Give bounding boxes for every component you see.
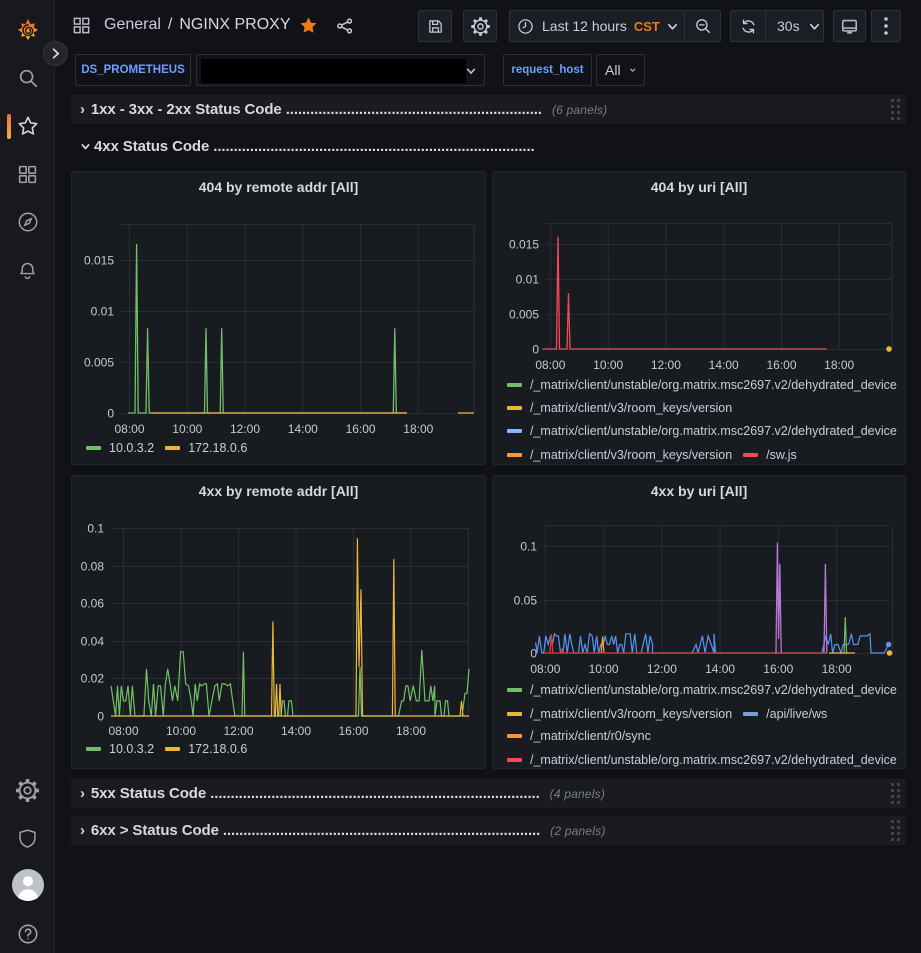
svg-text:10:00: 10:00 — [593, 358, 623, 372]
svg-text:0.04: 0.04 — [81, 635, 105, 649]
svg-text:0.1: 0.1 — [87, 522, 104, 536]
svg-text:0.015: 0.015 — [84, 254, 114, 268]
svg-text:14:00: 14:00 — [709, 358, 739, 372]
svg-text:12:00: 12:00 — [647, 662, 677, 676]
svg-text:14:00: 14:00 — [281, 724, 311, 738]
svg-text:14:00: 14:00 — [288, 422, 318, 436]
svg-text:0: 0 — [97, 710, 104, 724]
svg-text:16:00: 16:00 — [346, 422, 376, 436]
svg-text:0.02: 0.02 — [81, 672, 105, 686]
svg-text:18:00: 18:00 — [396, 724, 426, 738]
svg-text:0.05: 0.05 — [514, 594, 538, 608]
svg-text:18:00: 18:00 — [824, 358, 854, 372]
svg-text:12:00: 12:00 — [230, 422, 260, 436]
svg-text:0.08: 0.08 — [81, 560, 105, 574]
svg-text:18:00: 18:00 — [403, 422, 433, 436]
svg-text:16:00: 16:00 — [338, 724, 368, 738]
svg-text:16:00: 16:00 — [763, 662, 793, 676]
svg-text:08:00: 08:00 — [114, 422, 144, 436]
svg-text:0.015: 0.015 — [509, 238, 539, 252]
svg-text:0.1: 0.1 — [520, 540, 537, 554]
svg-text:0.06: 0.06 — [81, 597, 105, 611]
svg-text:0: 0 — [532, 343, 539, 357]
svg-text:0.005: 0.005 — [84, 356, 114, 370]
svg-text:10:00: 10:00 — [172, 422, 202, 436]
svg-text:0.005: 0.005 — [509, 308, 539, 322]
svg-text:08:00: 08:00 — [108, 724, 138, 738]
svg-text:10:00: 10:00 — [166, 724, 196, 738]
svg-text:08:00: 08:00 — [530, 662, 560, 676]
svg-text:16:00: 16:00 — [766, 358, 796, 372]
svg-text:14:00: 14:00 — [705, 662, 735, 676]
svg-text:0.01: 0.01 — [516, 273, 540, 287]
svg-text:12:00: 12:00 — [223, 724, 253, 738]
svg-text:18:00: 18:00 — [822, 662, 852, 676]
svg-text:0: 0 — [107, 407, 114, 421]
svg-text:10:00: 10:00 — [589, 662, 619, 676]
svg-text:12:00: 12:00 — [651, 358, 681, 372]
svg-text:08:00: 08:00 — [535, 358, 565, 372]
svg-text:0: 0 — [530, 647, 537, 661]
svg-text:0.01: 0.01 — [91, 305, 115, 319]
